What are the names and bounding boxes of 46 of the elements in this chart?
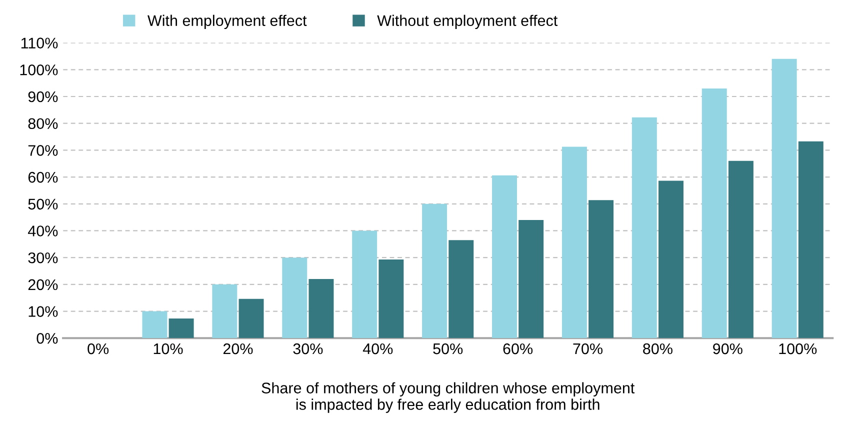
x-axis-title: Share of mothers of young children whose employment is impacted by free early education from birth — [262, 382, 635, 413]
legend-label: Without employment effect — [377, 14, 558, 30]
y-tick-label: 90% — [28, 91, 58, 102]
x-tick-label: 0% — [88, 343, 109, 354]
bar — [658, 180, 684, 338]
x-tick-label: 50% — [433, 343, 463, 354]
bar — [352, 230, 378, 338]
bar — [518, 220, 544, 338]
x-tick-label: 60% — [503, 343, 533, 354]
bar — [422, 204, 448, 338]
x-tick-label: 10% — [154, 343, 183, 354]
bar — [448, 240, 474, 338]
y-tick-label: 10% — [28, 306, 58, 317]
bar — [238, 298, 264, 338]
legend-label: With employment effect — [148, 14, 307, 30]
bar — [168, 318, 194, 338]
bar — [492, 175, 517, 338]
x-tick-label: 30% — [293, 343, 323, 354]
bar — [772, 58, 797, 338]
y-tick-label: 50% — [28, 198, 58, 210]
y-tick-label: 60% — [28, 172, 58, 183]
y-tick-label: 70% — [28, 145, 58, 156]
x-tick-label: 20% — [223, 343, 253, 354]
x-tick-label: 100% — [779, 343, 817, 354]
y-tick-label: 80% — [28, 118, 58, 130]
y-tick-label: 0% — [36, 332, 58, 344]
x-tick-label: 90% — [713, 343, 742, 354]
x-tick-label: 70% — [573, 343, 602, 354]
y-tick-label: 20% — [28, 279, 58, 290]
x-tick-label: 40% — [362, 343, 393, 354]
x-tick-label: 80% — [643, 343, 672, 354]
bar — [588, 200, 614, 338]
bar — [308, 279, 334, 338]
bar — [632, 117, 657, 338]
bar — [212, 284, 238, 338]
y-tick-label: 110% — [21, 38, 58, 48]
y-tick-label: 30% — [28, 252, 58, 264]
bar — [728, 160, 754, 338]
bar — [142, 311, 168, 338]
bar — [378, 259, 404, 338]
bar — [702, 88, 727, 338]
bar — [282, 258, 308, 338]
y-tick-label: 100% — [20, 64, 58, 76]
bar — [562, 146, 587, 338]
y-tick-label: 40% — [28, 226, 58, 236]
bar — [798, 141, 824, 338]
